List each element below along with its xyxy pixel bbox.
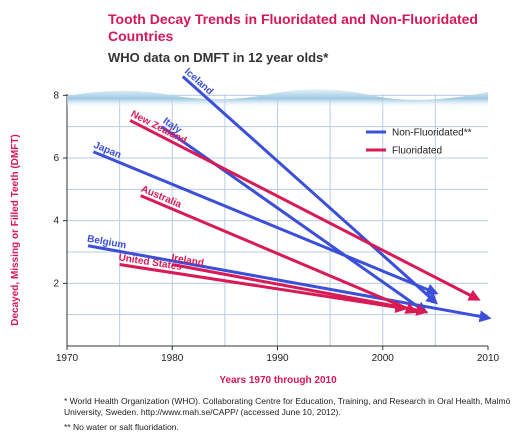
x-tick-label: 2010: [477, 353, 500, 364]
y-tick-label: 8: [53, 90, 59, 101]
footnote: ** No water or salt fluoridation.: [64, 422, 179, 432]
chart-title: Tooth Decay Trends in Fluoridated and No…: [108, 11, 478, 44]
legend-label: Non-Fluoridated**: [392, 128, 472, 139]
chart-subtitle: WHO data on DMFT in 12 year olds*: [108, 50, 329, 65]
series-line: [119, 263, 408, 314]
x-tick-label: 1970: [56, 353, 79, 364]
series-line: [160, 125, 428, 314]
footnotes: * World Health Organization (WHO). Colla…: [64, 396, 511, 432]
water-decoration: [67, 89, 488, 108]
series-line: [129, 119, 481, 301]
x-tick-label: 1990: [266, 353, 289, 364]
y-tick-label: 6: [53, 153, 59, 164]
x-tick-label: 1980: [161, 353, 184, 364]
y-tick-label: 4: [53, 216, 59, 227]
y-axis-label: Decayed, Missing or Filled Teeth (DMFT): [10, 134, 21, 326]
y-tick-label: 2: [53, 278, 59, 289]
x-axis-label: Years 1970 through 2010: [219, 375, 337, 386]
footnote: * World Health Organization (WHO). Colla…: [64, 396, 511, 417]
series-line: [140, 194, 418, 314]
series-line: [92, 150, 439, 296]
x-tick-label: 2000: [372, 353, 395, 364]
series-line: [181, 75, 439, 305]
legend-label: Fluoridated: [392, 146, 442, 157]
